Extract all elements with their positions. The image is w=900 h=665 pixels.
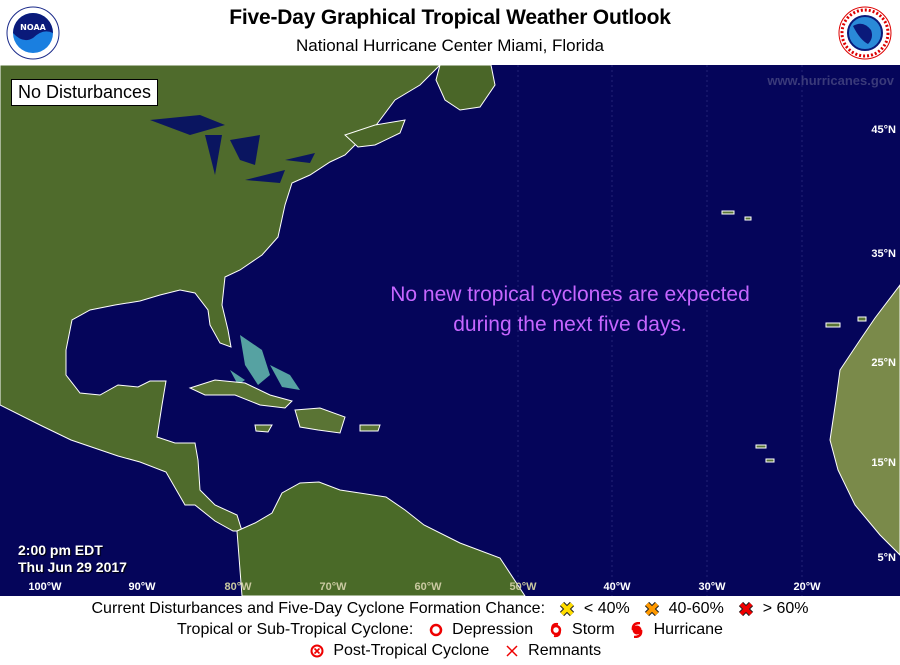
longitude-label: 60°W bbox=[414, 581, 442, 593]
jamaica-land bbox=[254, 424, 273, 433]
atlantic-islands bbox=[721, 210, 867, 463]
page-subtitle: National Hurricane Center Miami, Florida bbox=[295, 36, 604, 55]
legend-depression: Depression bbox=[452, 621, 534, 638]
cuba-land bbox=[188, 379, 293, 409]
x-marker-orange-icon bbox=[644, 601, 660, 617]
message-line-1: No new tropical cyclones are expected bbox=[390, 283, 750, 306]
legend: Current Disturbances and Five-Day Cyclon… bbox=[0, 596, 900, 665]
remnants-x-icon bbox=[504, 643, 520, 659]
header: NOAA Five-Day Graphical Tropical Weather… bbox=[0, 0, 900, 65]
longitude-label: 20°W bbox=[793, 581, 821, 593]
longitude-label: 90°W bbox=[128, 581, 156, 593]
x-marker-yellow-icon bbox=[559, 601, 575, 617]
north-america-land bbox=[0, 65, 441, 532]
hurricane-symbol-icon bbox=[629, 622, 645, 638]
depression-circle-icon bbox=[428, 622, 444, 638]
great-lakes bbox=[150, 115, 315, 183]
legend-hurricane: Hurricane bbox=[653, 621, 723, 638]
latitude-label: 5°N bbox=[877, 552, 896, 564]
noaa-logo: NOAA bbox=[6, 6, 60, 60]
nova-scotia-land bbox=[344, 119, 406, 148]
legend-chance-mid: 40-60% bbox=[668, 600, 724, 617]
longitude-label: 80°W bbox=[224, 581, 252, 593]
legend-remnants: Remnants bbox=[528, 642, 602, 659]
issue-time: 2:00 pm EDT Thu Jun 29 2017 bbox=[18, 542, 127, 576]
issue-date-text: Thu Jun 29 2017 bbox=[18, 559, 127, 575]
legend-row-post: Post-Tropical Cyclone Remnants bbox=[0, 642, 900, 660]
message-line-2: during the next five days. bbox=[453, 313, 687, 336]
longitude-label: 50°W bbox=[509, 581, 537, 593]
outlook-message: No new tropical cyclones are expected du… bbox=[330, 280, 810, 340]
legend-cyclone-label: Tropical or Sub-Tropical Cyclone: bbox=[177, 621, 414, 638]
legend-chance-low: < 40% bbox=[583, 600, 630, 617]
south-america-land bbox=[236, 481, 526, 596]
website-watermark: www.hurricanes.gov bbox=[767, 73, 894, 88]
legend-storm: Storm bbox=[572, 621, 615, 638]
longitude-label: 100°W bbox=[28, 581, 62, 593]
hispaniola-land bbox=[294, 407, 346, 434]
issue-time-text: 2:00 pm EDT bbox=[18, 542, 103, 558]
storm-symbol-icon bbox=[548, 622, 564, 638]
latitude-label: 35°N bbox=[871, 248, 896, 260]
outlook-map: No Disturbances www.hurricanes.gov No ne… bbox=[0, 65, 900, 596]
africa-land bbox=[829, 284, 900, 556]
legend-row-disturbances: Current Disturbances and Five-Day Cyclon… bbox=[0, 600, 900, 618]
status-box: No Disturbances bbox=[11, 79, 159, 106]
bahamas-shallows bbox=[230, 335, 300, 390]
svg-text:NOAA: NOAA bbox=[20, 23, 46, 32]
post-tropical-icon bbox=[309, 643, 325, 659]
page-title: Five-Day Graphical Tropical Weather Outl… bbox=[229, 6, 671, 29]
x-marker-red-icon bbox=[738, 601, 754, 617]
puerto-rico-land bbox=[359, 424, 381, 432]
latitude-label: 45°N bbox=[871, 124, 896, 136]
legend-row-cyclones: Tropical or Sub-Tropical Cyclone: Depres… bbox=[0, 621, 900, 639]
latitude-label: 15°N bbox=[871, 457, 896, 469]
longitude-label: 30°W bbox=[698, 581, 726, 593]
longitude-label: 40°W bbox=[603, 581, 631, 593]
latitude-label: 25°N bbox=[871, 357, 896, 369]
legend-disturbance-label: Current Disturbances and Five-Day Cyclon… bbox=[91, 600, 546, 617]
map-base bbox=[0, 65, 900, 596]
legend-chance-high: > 60% bbox=[762, 600, 809, 617]
longitude-label: 70°W bbox=[319, 581, 347, 593]
newfoundland-land bbox=[435, 65, 496, 111]
nws-logo bbox=[838, 6, 892, 60]
legend-post-tropical: Post-Tropical Cyclone bbox=[333, 642, 490, 659]
